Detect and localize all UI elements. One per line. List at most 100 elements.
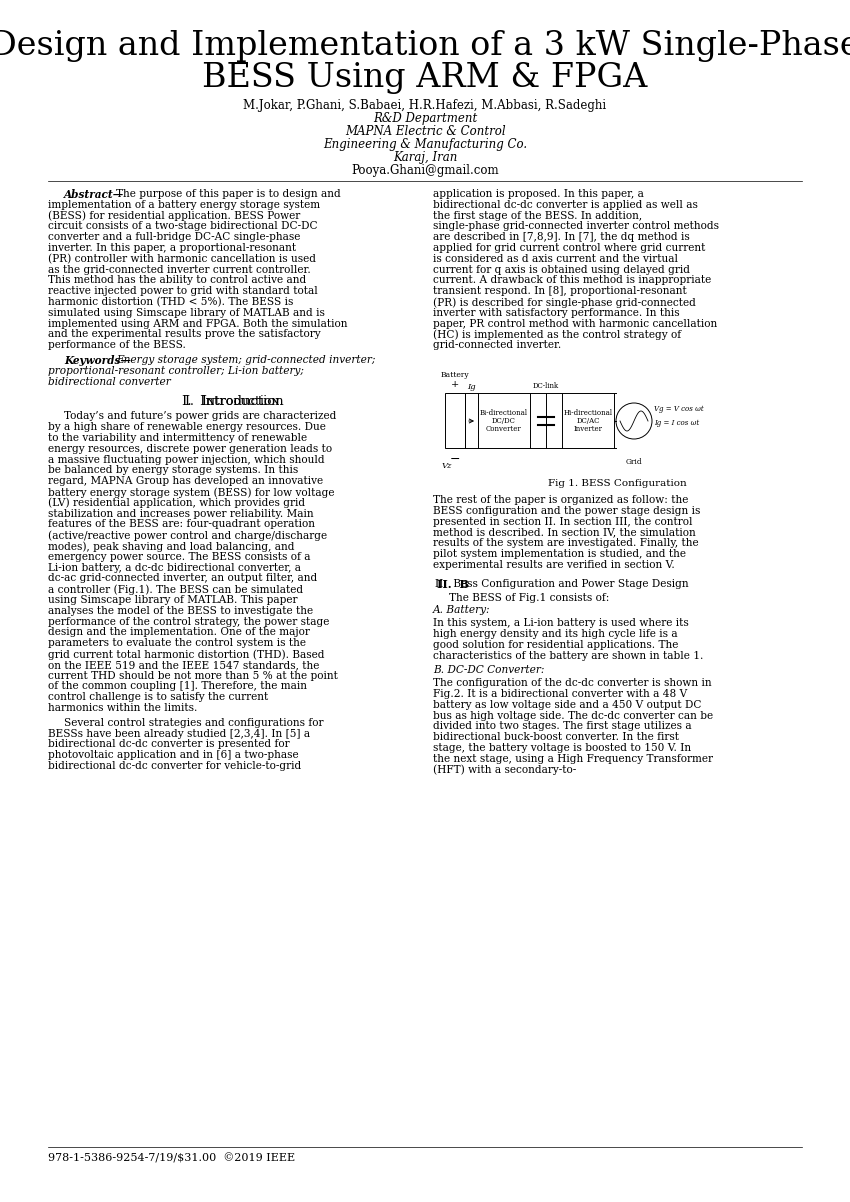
Text: control challenge is to satisfy the current: control challenge is to satisfy the curr…: [48, 692, 269, 702]
Text: emergency power source. The BESS consists of a: emergency power source. The BESS consist…: [48, 552, 310, 561]
Bar: [445, 393, 465, 448]
Text: divided into two stages. The first stage utilizes a: divided into two stages. The first stage…: [433, 721, 692, 731]
Text: applied for grid current control where grid current: applied for grid current control where g…: [433, 243, 706, 252]
Text: DC/DC: DC/DC: [492, 417, 516, 426]
Text: I.  Iɴtrᴏᴅᴜᴄtiᴏɴ: I. Iɴtrᴏᴅᴜᴄtiᴏɴ: [185, 395, 280, 409]
Text: Fig.2. It is a bidirectional converter with a 48 V: Fig.2. It is a bidirectional converter w…: [433, 689, 688, 700]
Text: The purpose of this paper is to design and: The purpose of this paper is to design a…: [116, 189, 341, 200]
Bar: [562, 393, 614, 448]
Text: simulated using Simscape library of MATLAB and is: simulated using Simscape library of MATL…: [48, 308, 325, 317]
Text: on the IEEE 519 and the IEEE 1547 standards, the: on the IEEE 519 and the IEEE 1547 standa…: [48, 660, 320, 670]
Text: characteristics of the battery are shown in table 1.: characteristics of the battery are shown…: [433, 650, 703, 661]
Text: current. A drawback of this method is inappropriate: current. A drawback of this method is in…: [433, 275, 711, 285]
Text: current THD should be not more than 5 % at the point: current THD should be not more than 5 % …: [48, 671, 337, 680]
Text: Grid: Grid: [626, 458, 643, 466]
Text: Pooya.Ghani@gmail.com: Pooya.Ghani@gmail.com: [351, 163, 499, 177]
Text: Abstract—: Abstract—: [64, 189, 124, 200]
Text: The configuration of the dc-dc converter is shown in: The configuration of the dc-dc converter…: [433, 678, 711, 689]
Text: grid-connected inverter.: grid-connected inverter.: [433, 340, 561, 350]
Text: I.  Introduction: I. Introduction: [182, 395, 283, 409]
Text: DC-link: DC-link: [533, 382, 559, 391]
Text: Bi-directional: Bi-directional: [480, 409, 528, 417]
Text: by a high share of renewable energy resources. Due: by a high share of renewable energy reso…: [48, 422, 326, 433]
Text: Battery: Battery: [440, 371, 469, 380]
Text: proportional-resonant controller; Li-ion battery;: proportional-resonant controller; Li-ion…: [48, 365, 304, 376]
Text: the next stage, using a High Frequency Transformer: the next stage, using a High Frequency T…: [433, 754, 713, 763]
Text: Vg = V cos ωt: Vg = V cos ωt: [654, 405, 704, 413]
Text: current for q axis is obtained using delayed grid: current for q axis is obtained using del…: [433, 264, 690, 274]
Text: pilot system implementation is studied, and the: pilot system implementation is studied, …: [433, 549, 686, 559]
Text: presented in section II. In section III, the control: presented in section II. In section III,…: [433, 517, 693, 526]
Text: reactive injected power to grid with standard total: reactive injected power to grid with sta…: [48, 286, 318, 296]
Text: The BESS of Fig.1 consists of:: The BESS of Fig.1 consists of:: [449, 593, 609, 602]
Text: experimental results are verified in section V.: experimental results are verified in sec…: [433, 560, 675, 570]
Text: high energy density and its high cycle life is a: high energy density and its high cycle l…: [433, 629, 677, 639]
Text: (LV) residential application, which provides grid: (LV) residential application, which prov…: [48, 498, 305, 508]
Text: inverter. In this paper, a proportional-resonant: inverter. In this paper, a proportional-…: [48, 243, 296, 252]
Text: (BESS) for residential application. BESS Power: (BESS) for residential application. BESS…: [48, 210, 300, 221]
Text: is considered as d axis current and the virtual: is considered as d axis current and the …: [433, 254, 678, 263]
Text: converter and a full-bridge DC-AC single-phase: converter and a full-bridge DC-AC single…: [48, 232, 300, 242]
Text: MAPNA Electric & Control: MAPNA Electric & Control: [345, 125, 505, 138]
Text: are described in [7,8,9]. In [7], the dq method is: are described in [7,8,9]. In [7], the dq…: [433, 232, 689, 242]
Text: bus as high voltage side. The dc-dc converter can be: bus as high voltage side. The dc-dc conv…: [433, 710, 713, 721]
Text: to the variability and intermittency of renewable: to the variability and intermittency of …: [48, 433, 307, 444]
Text: (HC) is implemented as the control strategy of: (HC) is implemented as the control strat…: [433, 329, 681, 340]
Text: bidirectional dc-dc converter is presented for: bidirectional dc-dc converter is present…: [48, 739, 290, 749]
Text: bidirectional dc-dc converter for vehicle-to-grid: bidirectional dc-dc converter for vehicl…: [48, 761, 301, 770]
Text: parameters to evaluate the control system is the: parameters to evaluate the control syste…: [48, 638, 306, 648]
Text: regard, MAPNA Group has developed an innovative: regard, MAPNA Group has developed an inn…: [48, 476, 323, 486]
Bar: [478, 393, 530, 448]
Text: energy resources, discrete power generation leads to: energy resources, discrete power generat…: [48, 444, 332, 454]
Text: This method has the ability to control active and: This method has the ability to control a…: [48, 275, 306, 285]
Text: paper, PR control method with harmonic cancellation: paper, PR control method with harmonic c…: [433, 319, 717, 328]
Text: grid current total harmonic distortion (THD). Based: grid current total harmonic distortion (…: [48, 649, 325, 660]
Text: bidirectional dc-dc converter is applied as well as: bidirectional dc-dc converter is applied…: [433, 200, 698, 210]
Text: performance of the BESS.: performance of the BESS.: [48, 340, 186, 350]
Text: Hi-directional: Hi-directional: [564, 409, 613, 417]
Text: Energy storage system; grid-connected inverter;: Energy storage system; grid-connected in…: [116, 355, 376, 365]
Text: (PR) is described for single-phase grid-connected: (PR) is described for single-phase grid-…: [433, 297, 696, 308]
Text: modes), peak shaving and load balancing, and: modes), peak shaving and load balancing,…: [48, 541, 294, 552]
Text: method is described. In section IV, the simulation: method is described. In section IV, the …: [433, 528, 696, 537]
Text: battery as low voltage side and a 450 V output DC: battery as low voltage side and a 450 V …: [433, 700, 701, 710]
Text: Keywords—: Keywords—: [64, 355, 131, 365]
Text: good solution for residential applications. The: good solution for residential applicatio…: [433, 639, 678, 650]
Text: The rest of the paper is organized as follow: the: The rest of the paper is organized as fo…: [433, 495, 689, 505]
Text: 978-1-5386-9254-7/19/$31.00  ©2019 IEEE: 978-1-5386-9254-7/19/$31.00 ©2019 IEEE: [48, 1153, 295, 1164]
Text: Converter: Converter: [486, 426, 522, 433]
Text: −: −: [450, 452, 460, 465]
Text: M.Jokar, P.Ghani, S.Babaei, H.R.Hafezi, M.Abbasi, R.Sadeghi: M.Jokar, P.Ghani, S.Babaei, H.R.Hafezi, …: [243, 99, 607, 112]
Text: BESS Using ARM & FPGA: BESS Using ARM & FPGA: [202, 63, 648, 94]
Text: (HFT) with a secondary-to-: (HFT) with a secondary-to-: [433, 764, 576, 775]
Text: dc-ac grid-connected inverter, an output filter, and: dc-ac grid-connected inverter, an output…: [48, 573, 317, 583]
Text: analyses the model of the BESS to investigate the: analyses the model of the BESS to invest…: [48, 606, 313, 615]
Text: implemented using ARM and FPGA. Both the simulation: implemented using ARM and FPGA. Both the…: [48, 319, 348, 328]
Text: a massive fluctuating power injection, which should: a massive fluctuating power injection, w…: [48, 454, 325, 465]
Text: harmonics within the limits.: harmonics within the limits.: [48, 703, 197, 713]
Text: and the experimental results prove the satisfactory: and the experimental results prove the s…: [48, 329, 320, 339]
Text: battery energy storage system (BESS) for low voltage: battery energy storage system (BESS) for…: [48, 487, 335, 498]
Text: Fig 1. BESS Configuration: Fig 1. BESS Configuration: [548, 480, 687, 488]
Text: BESS configuration and the power stage design is: BESS configuration and the power stage d…: [433, 506, 700, 516]
Text: be balanced by energy storage systems. In this: be balanced by energy storage systems. I…: [48, 465, 298, 476]
Text: implementation of a battery energy storage system: implementation of a battery energy stora…: [48, 200, 320, 210]
Text: Today’s and future’s power grids are characterized: Today’s and future’s power grids are cha…: [64, 411, 337, 422]
Text: (PR) controller with harmonic cancellation is used: (PR) controller with harmonic cancellati…: [48, 254, 316, 264]
Text: harmonic distortion (THD < 5%). The BESS is: harmonic distortion (THD < 5%). The BESS…: [48, 297, 293, 308]
Text: Li-ion battery, a dc-dc bidirectional converter, a: Li-ion battery, a dc-dc bidirectional co…: [48, 563, 301, 572]
Text: single-phase grid-connected inverter control methods: single-phase grid-connected inverter con…: [433, 221, 719, 232]
Text: Karaj, Iran: Karaj, Iran: [393, 151, 457, 163]
Text: features of the BESS are: four-quadrant operation: features of the BESS are: four-quadrant …: [48, 519, 315, 529]
Text: results of the system are investigated. Finally, the: results of the system are investigated. …: [433, 538, 699, 548]
Text: performance of the control strategy, the power stage: performance of the control strategy, the…: [48, 617, 329, 626]
Text: II.  B: II. B: [437, 578, 469, 590]
Text: II.  Bess Configuration and Power Stage Design: II. Bess Configuration and Power Stage D…: [435, 578, 688, 589]
Text: A. Battery:: A. Battery:: [433, 606, 490, 615]
Text: (active/reactive power control and charge/discharge: (active/reactive power control and charg…: [48, 530, 327, 541]
Text: stabilization and increases power reliability. Main: stabilization and increases power reliab…: [48, 508, 314, 518]
Text: Several control strategies and configurations for: Several control strategies and configura…: [64, 718, 324, 727]
Text: Engineering & Manufacturing Co.: Engineering & Manufacturing Co.: [323, 138, 527, 151]
Text: +: +: [450, 381, 459, 389]
Text: BESSs have been already studied [2,3,4]. In [5] a: BESSs have been already studied [2,3,4].…: [48, 728, 310, 738]
